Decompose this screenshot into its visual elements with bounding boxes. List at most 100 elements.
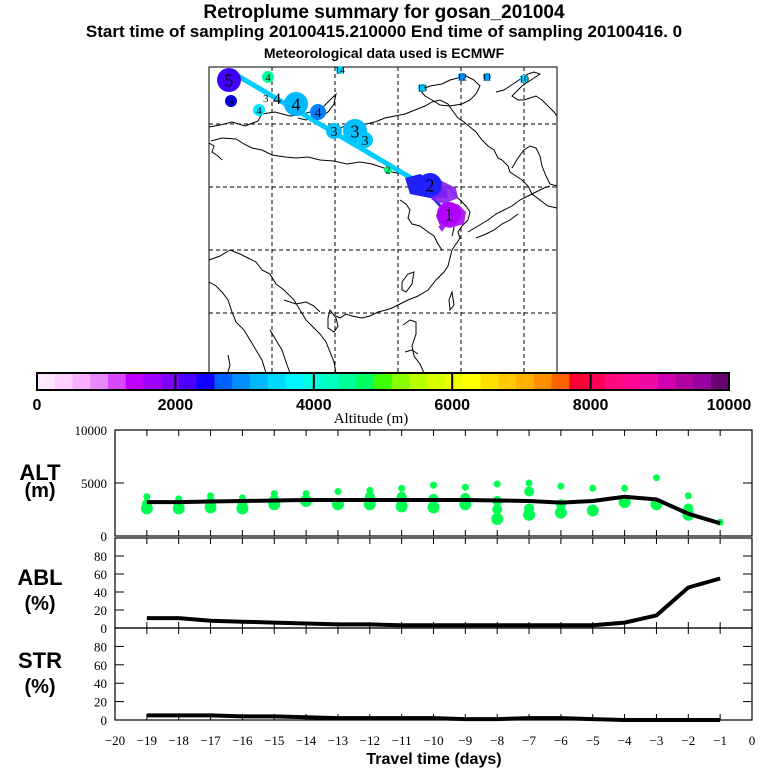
figure-title: Retroplume summary for gosan_201004 [203,2,565,23]
colorbar-tick-label: 6000 [434,397,470,414]
altitude-colorbar: 0 2000 4000 6000 8000 10000 [33,372,752,414]
x-tick-label: −9 [458,733,472,748]
colorbar-swatch [675,373,695,390]
colorbar-swatch [693,373,712,390]
y-tick-label: 0 [101,621,108,636]
trajectory-marker-circle [284,92,308,116]
x-axis-label: Travel time (days) [366,751,501,768]
panel-ylabel-unit: (m) [24,480,55,502]
y-tick-label: 60 [94,658,107,673]
x-tick-label: −11 [392,733,412,748]
altitude-scatter-point [395,500,408,513]
colorbar-tick-label: 2000 [158,397,194,414]
x-tick-label: −14 [296,733,317,748]
plume-blob [438,226,446,232]
x-tick-label: −10 [423,733,443,748]
x-tick-label: −5 [586,733,600,748]
trajectory-day-label: 5 [228,96,234,108]
colorbar-swatch [303,373,322,390]
trajectory-marker-circle [520,75,528,83]
colorbar-swatch [445,373,464,390]
colorbar-swatch [285,373,304,390]
x-tick-label: −4 [618,733,632,748]
colorbar-swatch [356,373,375,390]
colorbar-swatch [161,373,180,390]
colorbar-label: Altitude (m) [334,411,409,427]
time-series-panels: 0 5000 10000 ALT(m) 0 20 40 60 80 ABL (%) 0 20 40 60 80… [17,423,755,768]
trajectory-day-label: 13 [417,84,427,95]
trajectory-marker-circle [225,95,237,107]
colorbar-swatch [338,373,357,390]
trajectory-segment [226,67,420,185]
x-tick-label: −18 [169,733,189,748]
colorbar-tick-label: 10000 [707,397,752,414]
altitude-scatter-point [525,479,533,487]
colorbar-swatch [551,373,570,390]
series-line-abl [146,576,721,628]
x-tick-label: −6 [554,733,568,748]
altitude-scatter-point [172,502,185,515]
colorbar-swatch [125,373,144,390]
colorbar-swatch [480,373,499,390]
colorbar-swatch [427,373,446,390]
y-tick-label: 20 [94,603,107,618]
colorbar-swatch [90,373,109,390]
x-tick-label: −16 [232,733,253,748]
colorbar-swatch [391,373,411,390]
trajectory-day-label: 10 [519,75,529,86]
panel-ylabel: ABL [17,565,62,590]
x-tick-label: −7 [522,733,536,748]
map-frame [208,66,558,374]
y-tick-label: 80 [94,549,107,564]
colorbar-swatch [249,373,269,390]
panel-ylabel: ALT [19,460,61,485]
trajectory-marker-circle [253,104,265,116]
x-tick-label: −12 [360,733,380,748]
colorbar-tick-label: 0 [33,397,42,414]
trajectory-day-label: 12 [457,73,467,84]
y-tick-label: 0 [101,529,108,544]
x-tick-label: −20 [105,733,125,748]
trajectory-day-label: 3 [362,134,369,149]
trajectory-day-label: 2 [386,166,391,177]
altitude-scatter-point [427,501,440,514]
trajectory-marker-circle [326,123,342,139]
x-tick-label: 0 [749,733,756,748]
panel-alt: 0 5000 10000 ALT(m) [19,423,753,544]
colorbar-tick-label: 8000 [573,397,609,414]
altitude-scatter-point [684,492,692,500]
sampling-time-subtitle: Start time of sampling 20100415.210000 E… [85,22,683,41]
panel-ylabel: STR [18,648,62,673]
colorbar-swatch [72,373,91,390]
trajectory-marker-circle [418,84,426,92]
y-tick-label: 40 [94,585,107,600]
colorbar-swatch [658,373,677,390]
altitude-scatter-point [140,502,153,515]
x-tick-label: −15 [264,733,284,748]
altitude-scatter-point [491,513,504,526]
colorbar-swatch [143,373,162,390]
x-tick-label: −13 [328,733,348,748]
colorbar-swatch [640,373,659,390]
colorbar-swatch [374,373,393,390]
altitude-scatter-point [589,484,597,492]
altitude-scatter-point [204,501,217,514]
altitude-scatter-point [586,504,599,517]
y-tick-label: 60 [94,567,107,582]
trajectory-day-label: 14 [335,66,345,77]
altitude-scatter-point [430,481,437,489]
trajectory-day-label: 4 [256,105,262,117]
altitude-scatter-point [652,474,660,482]
trajectory-day-label: 4 [292,94,301,114]
trajectory-marker-circle [483,73,491,81]
trajectory-marker-circle [418,173,442,197]
met-data-subtitle: Meteorological data used is ECMWF [263,45,505,61]
y-tick-label: 80 [94,639,107,654]
trajectory-day-label: 1 [445,204,454,224]
altitude-scatter-point [523,508,536,521]
colorbar-swatch [267,373,286,390]
altitude-scatter-point [557,482,565,490]
colorbar-swatch [178,373,198,390]
